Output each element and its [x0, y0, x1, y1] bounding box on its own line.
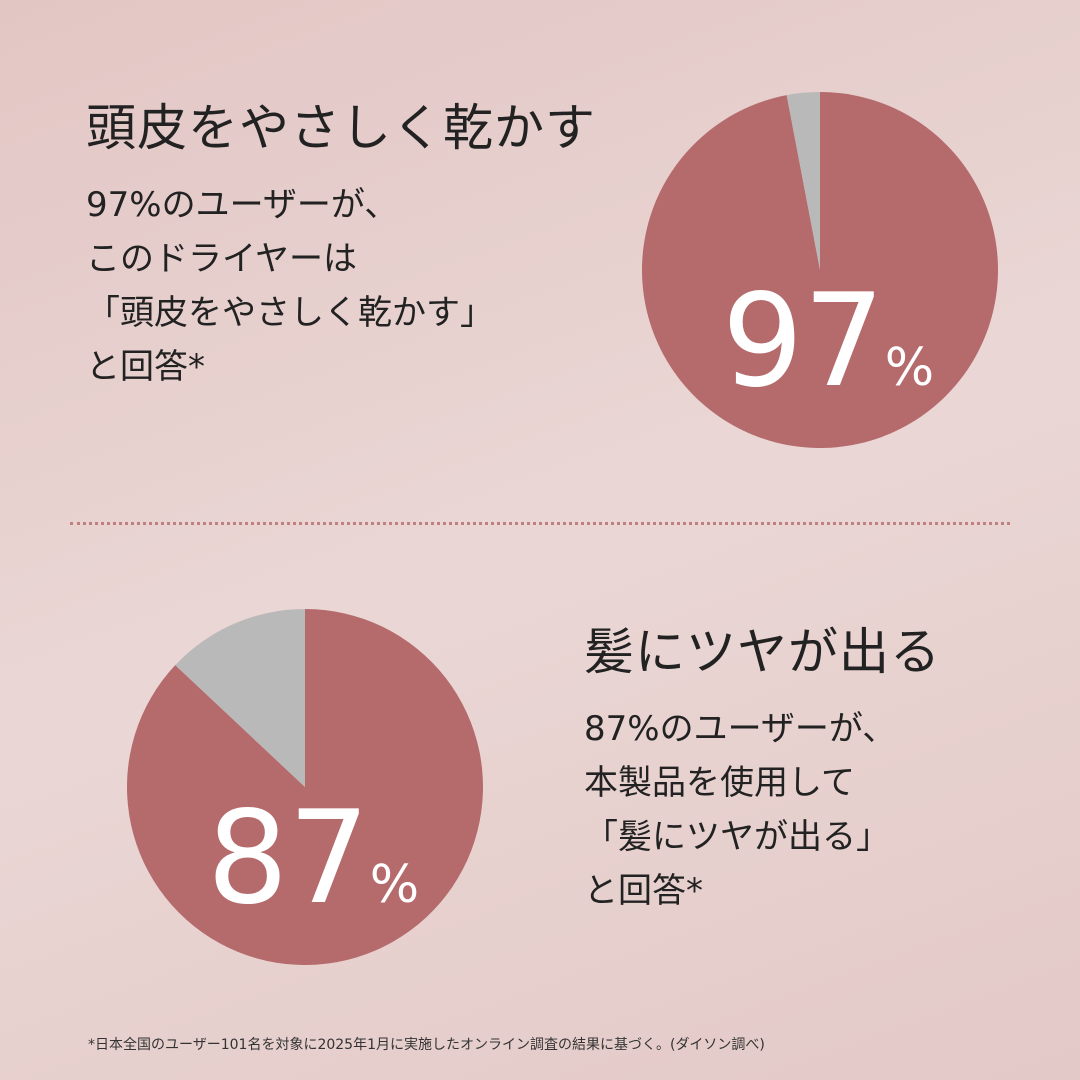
section-description: 87%のユーザーが、 本製品を使用して 「髪にツヤが出る」 と回答*	[584, 702, 941, 918]
description-line: 「頭皮をやさしく乾かす」	[86, 293, 494, 333]
pie-label: 97%	[722, 267, 934, 416]
description-line: このドライヤーは	[86, 239, 357, 279]
description-line: と回答*	[584, 871, 703, 911]
pie-label: 87%	[207, 784, 419, 933]
divider	[70, 522, 1010, 525]
pie-slice-other	[175, 609, 305, 787]
pie-slice-other	[786, 92, 820, 270]
pie-chart-scalp: 97%	[642, 92, 998, 448]
pie-chart-shine: 87%	[126, 609, 483, 965]
description-line: と回答*	[86, 347, 205, 387]
description-line: 87%のユーザーが、	[584, 709, 897, 749]
section-title: 髪にツヤが出る	[584, 623, 941, 681]
footnote: *日本全国のユーザー101名を対象に2025年1月に実施したオンライン調査の結果…	[88, 1037, 765, 1053]
description-line: 「髪にツヤが出る」	[584, 817, 890, 857]
description-line: 97%のユーザーが、	[86, 185, 399, 225]
section-description: 97%のユーザーが、 このドライヤーは 「頭皮をやさしく乾かす」 と回答*	[86, 178, 596, 394]
section-scalp: 頭皮をやさしく乾かす 97%のユーザーが、 このドライヤーは 「頭皮をやさしく乾…	[86, 88, 596, 394]
section-title: 頭皮をやさしく乾かす	[86, 99, 596, 157]
pie-slice-agree	[126, 609, 483, 965]
description-line: 本製品を使用して	[584, 763, 855, 803]
section-shine: 髪にツヤが出る 87%のユーザーが、 本製品を使用して 「髪にツヤが出る」 と回…	[584, 612, 941, 918]
